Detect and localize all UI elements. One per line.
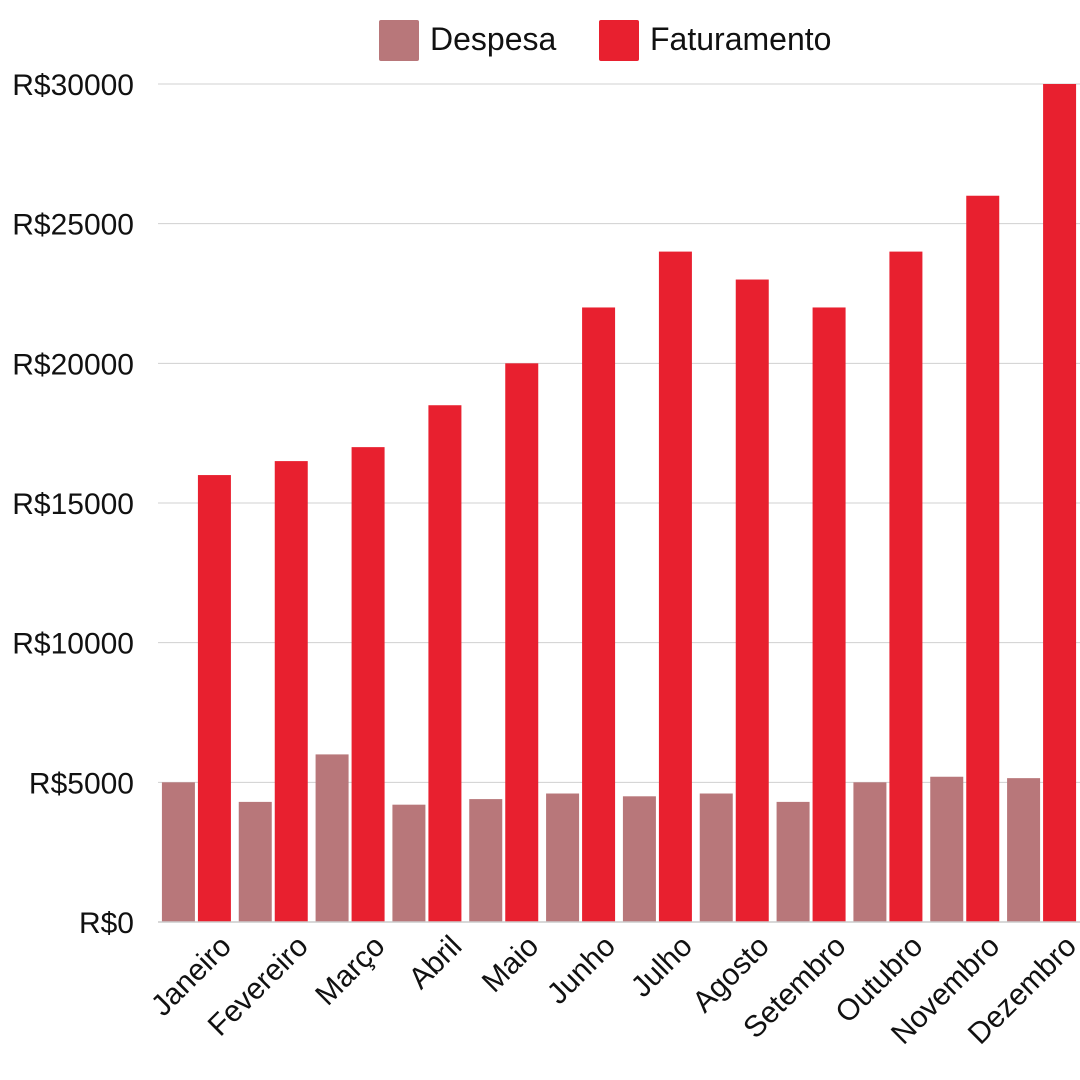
y-tick-label: R$5000	[29, 767, 134, 800]
bar-faturamento-abril	[428, 405, 462, 922]
x-tick-label: Março	[309, 930, 391, 1012]
bar-faturamento-julho	[658, 251, 692, 923]
bar-faturamento-setembro	[812, 307, 846, 922]
bar-despesa-janeiro	[161, 782, 195, 922]
bar-faturamento-março	[351, 447, 385, 922]
y-tick-label: R$15000	[12, 488, 134, 521]
bar-despesa-abril	[392, 804, 426, 922]
y-tick-label: R$25000	[12, 209, 134, 242]
bar-despesa-fevereiro	[238, 801, 272, 922]
bar-faturamento-dezembro	[1043, 84, 1077, 922]
bars	[161, 84, 1077, 923]
x-tick-label: Maio	[476, 930, 545, 999]
bar-faturamento-agosto	[735, 279, 769, 922]
bar-faturamento-outubro	[889, 251, 923, 923]
legend-label-faturamento: Faturamento	[650, 21, 831, 57]
y-tick-label: R$20000	[12, 348, 134, 381]
bar-despesa-dezembro	[1007, 778, 1041, 922]
bar-despesa-julho	[622, 796, 656, 922]
bar-faturamento-janeiro	[197, 475, 231, 922]
bar-faturamento-fevereiro	[274, 461, 308, 922]
y-tick-label: R$30000	[12, 69, 134, 102]
bar-faturamento-junho	[582, 307, 616, 922]
legend: Despesa Faturamento	[379, 20, 831, 61]
legend-swatch-faturamento	[599, 20, 639, 61]
x-tick-label: Julho	[625, 930, 699, 1004]
bar-despesa-agosto	[699, 793, 733, 922]
bar-despesa-maio	[469, 799, 503, 922]
bar-faturamento-maio	[505, 363, 539, 922]
y-axis: R$0 R$5000 R$10000 R$15000 R$20000 R$25000 R$3…	[12, 69, 134, 940]
bar-faturamento-novembro	[966, 195, 1000, 922]
y-tick-label: R$10000	[12, 628, 134, 661]
legend-label-despesa: Despesa	[430, 21, 557, 57]
x-tick-label: Junho	[541, 930, 622, 1011]
bar-despesa-novembro	[930, 776, 964, 922]
x-tick-label: Abril	[403, 930, 469, 996]
legend-swatch-despesa	[379, 20, 419, 61]
bar-despesa-junho	[546, 793, 580, 922]
grid-lines	[158, 83, 1080, 783]
bar-despesa-setembro	[776, 801, 810, 922]
bar-despesa-outubro	[853, 782, 887, 922]
y-tick-label: R$0	[79, 907, 134, 940]
bar-despesa-março	[315, 754, 349, 922]
